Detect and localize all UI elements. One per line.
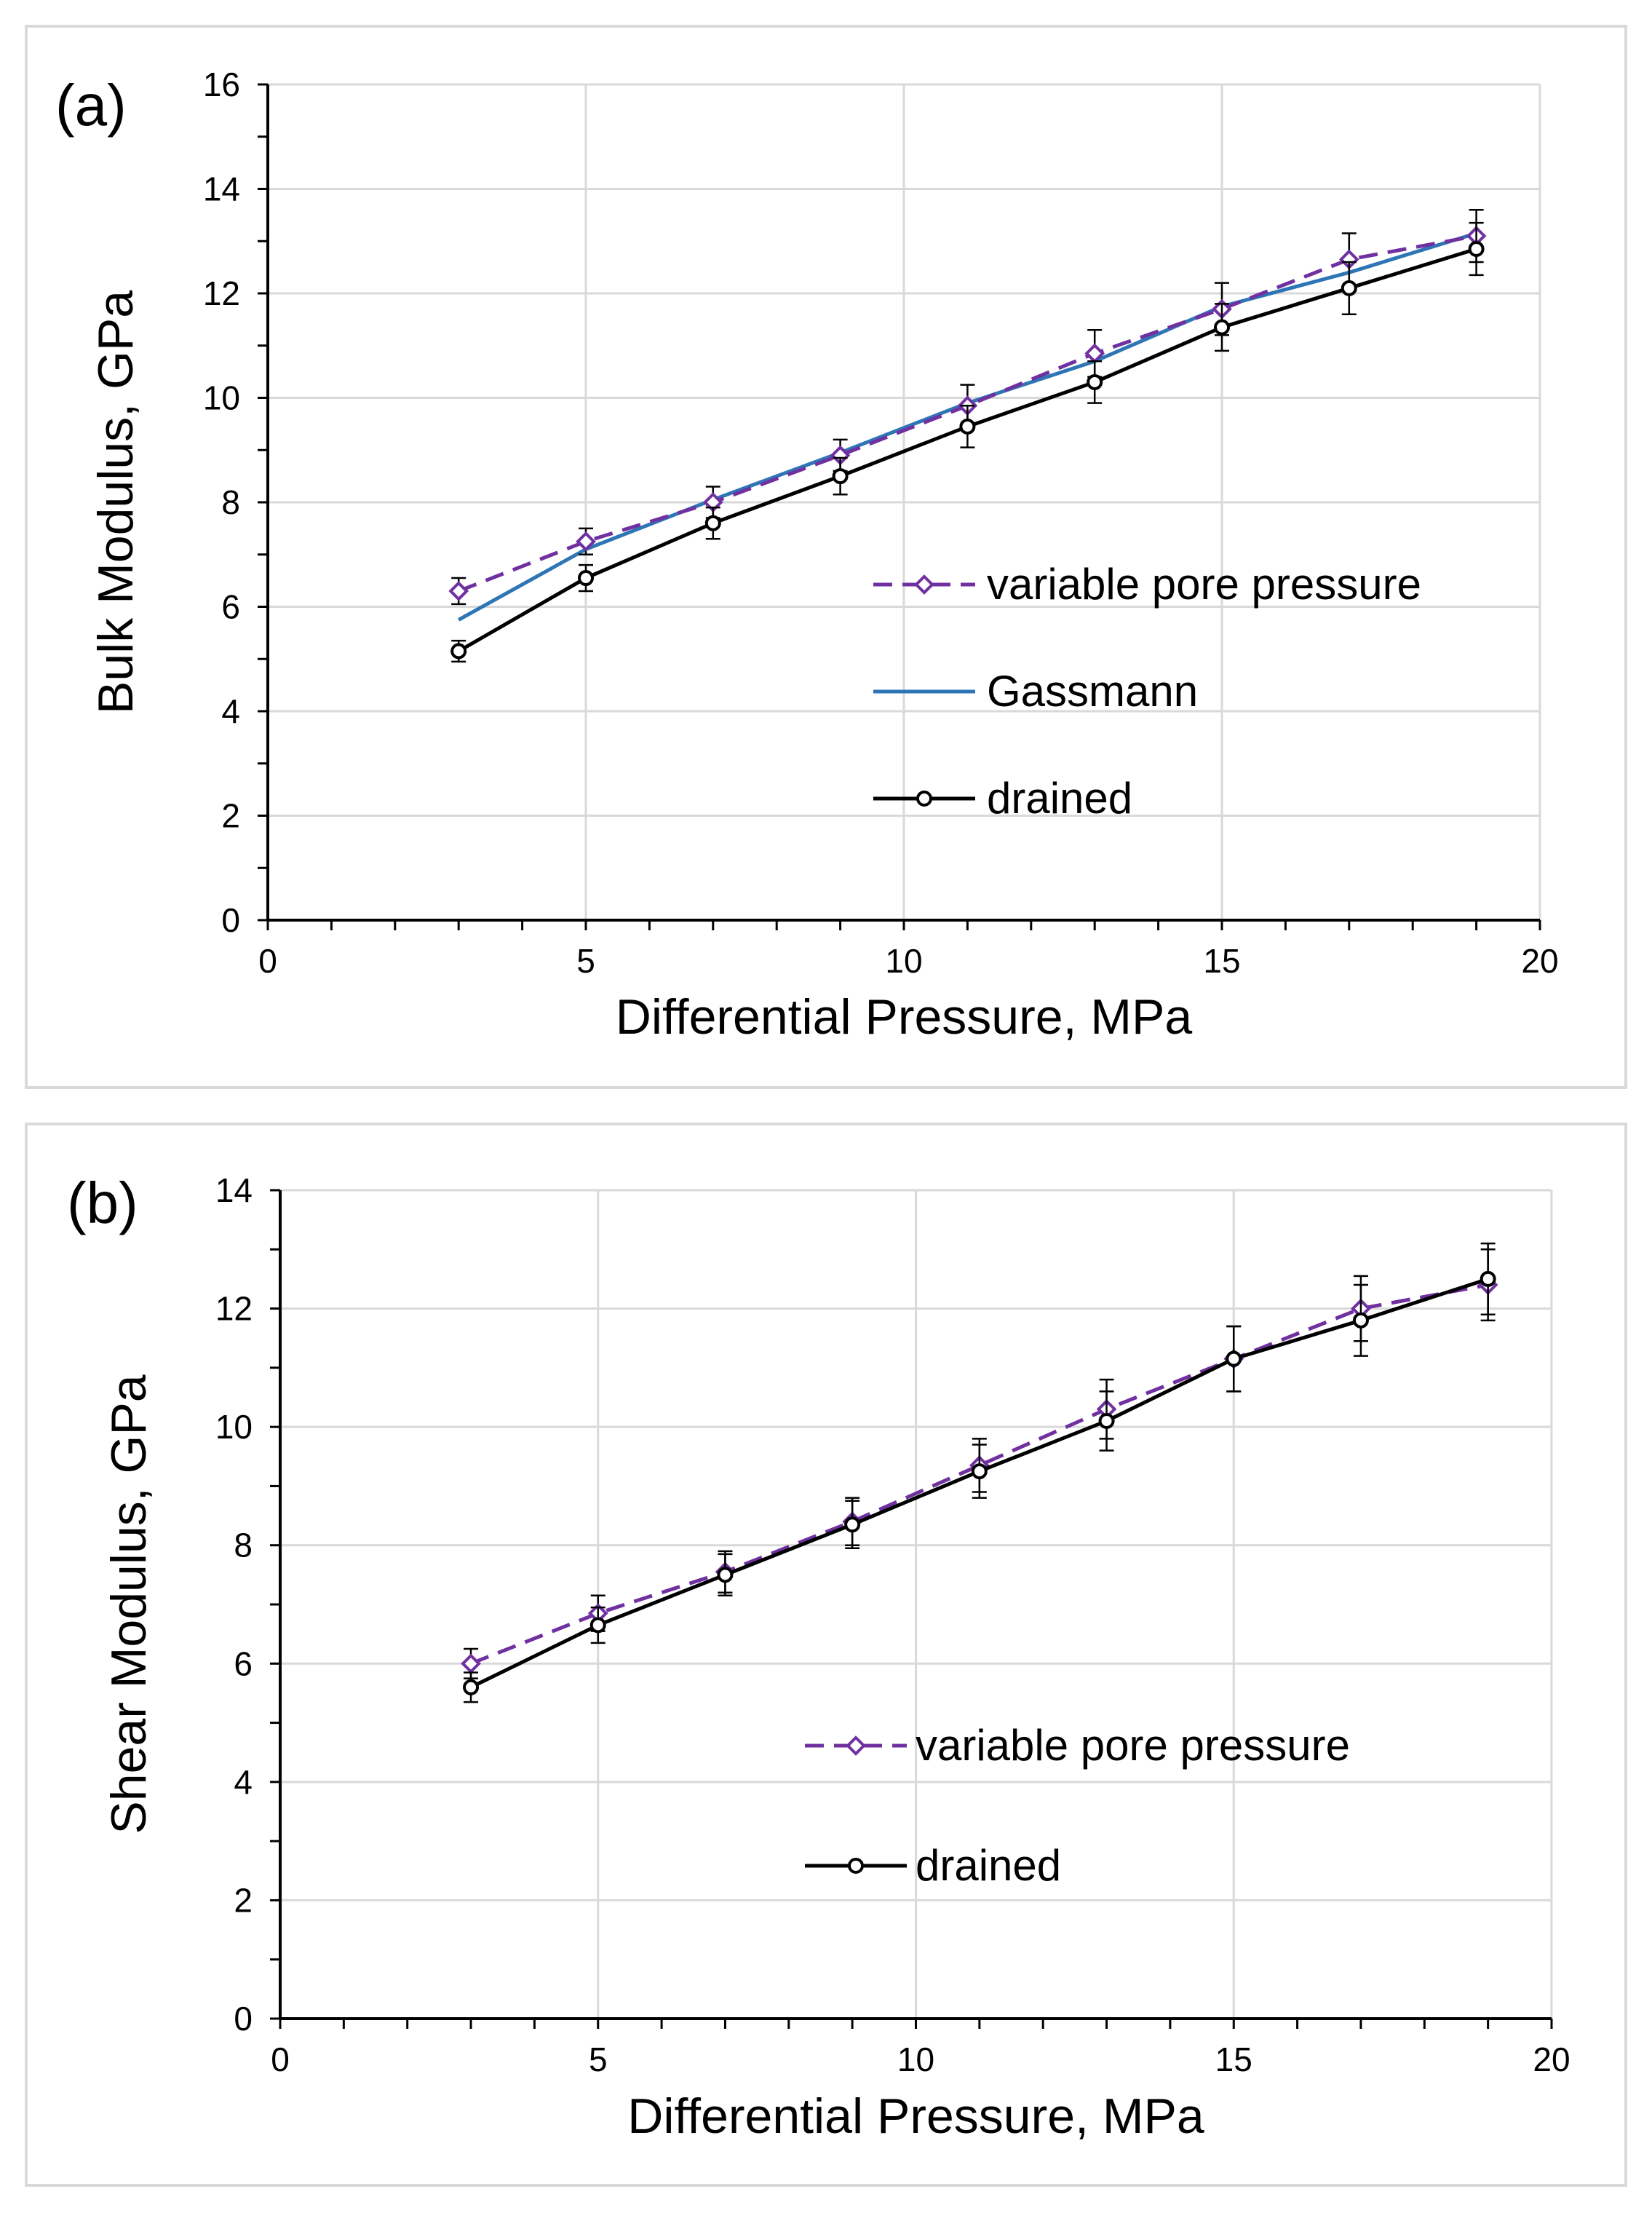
y-tick-label: 12: [203, 274, 240, 312]
y-tick-label: 4: [221, 692, 240, 730]
data-point: [971, 1463, 988, 1480]
y-tick-label: 0: [234, 2000, 253, 2038]
x-tick-label: 15: [1203, 942, 1240, 980]
x-tick-label: 10: [885, 942, 922, 980]
data-point: [1226, 1350, 1242, 1367]
data-point: [589, 1617, 606, 1634]
y-tick-label: 14: [203, 170, 240, 208]
data-point: [448, 581, 469, 601]
data-point: [1480, 1270, 1496, 1287]
x-tick-label: 0: [258, 942, 277, 980]
legend-label: variable pore pressure: [987, 560, 1421, 609]
x-tick-label: 20: [1521, 942, 1558, 980]
panel-label: (a): [55, 73, 127, 138]
legend-marker: [916, 791, 932, 807]
data-point: [1341, 280, 1357, 296]
legend-marker: [846, 1735, 866, 1756]
y-tick-label: 14: [215, 1171, 253, 1209]
y-tick-label: 8: [234, 1527, 253, 1564]
x-axis-label: Differential Pressure, MPa: [627, 2089, 1204, 2144]
legend-marker: [848, 1858, 864, 1874]
series-drained: [463, 1242, 1496, 1703]
panel-b-frame: [25, 1123, 1627, 2187]
legend-label: drained: [916, 1841, 1061, 1890]
x-axis-label: Differential Pressure, MPa: [616, 989, 1193, 1045]
series-line: [470, 1283, 1489, 1666]
legend-label: Gassmann: [987, 667, 1198, 716]
x-tick-label: 5: [589, 2040, 608, 2078]
data-point: [832, 468, 849, 485]
legend-marker: [914, 574, 934, 595]
panel-a-frame: [25, 25, 1627, 1089]
y-tick-label: 10: [215, 1408, 253, 1446]
x-tick-label: 10: [897, 2040, 934, 2078]
data-point: [959, 418, 976, 435]
x-tick-label: 15: [1215, 2040, 1252, 2078]
data-point: [1087, 373, 1103, 390]
panel-label: (b): [67, 1171, 138, 1235]
y-tick-label: 0: [221, 901, 240, 939]
legend-entry: drained: [873, 774, 1132, 823]
panel-a-chart: 0 5 10 15 20 0 2 4 6 8 10 12 14 16 Differential Pressu…: [55, 66, 1559, 1045]
data-point: [578, 570, 594, 587]
legend-entry: Gassmann: [873, 667, 1198, 716]
data-point: [704, 515, 721, 531]
legend-label: drained: [987, 774, 1132, 823]
x-tick-label: 0: [271, 2040, 290, 2078]
data-point: [1214, 319, 1230, 336]
legend-label: variable pore pressure: [916, 1721, 1350, 1770]
y-tick-label: 2: [234, 1881, 253, 1919]
panel-b-chart: 0 5 10 15 20 0 2 4 6 8 10 12 14 Differential Pressure…: [67, 1171, 1570, 2144]
legend-entry: variable pore pressure: [873, 560, 1421, 609]
y-tick-label: 8: [221, 483, 240, 521]
series-drained: [450, 221, 1485, 663]
y-tick-label: 4: [234, 1763, 253, 1801]
data-point: [450, 643, 467, 660]
y-tick-label: 10: [203, 379, 240, 417]
y-tick-label: 2: [221, 797, 240, 835]
y-tick-label: 16: [203, 66, 240, 103]
data-point: [1098, 1413, 1115, 1430]
data-point: [463, 1679, 480, 1695]
data-point: [844, 1516, 861, 1533]
y-tick-label: 6: [221, 588, 240, 626]
data-point: [576, 531, 596, 552]
x-tick-label: 5: [576, 942, 595, 980]
y-tick-label: 6: [234, 1644, 253, 1682]
data-point: [1352, 1312, 1369, 1329]
legend-entry: drained: [805, 1841, 1061, 1890]
data-point: [1468, 241, 1485, 258]
y-axis-label: Shear Modulus, GPa: [101, 1374, 156, 1834]
y-axis-label: Bulk Modulus, GPa: [88, 290, 143, 714]
legend-entry: variable pore pressure: [805, 1721, 1350, 1770]
y-tick-label: 12: [215, 1290, 253, 1328]
x-tick-label: 20: [1533, 2040, 1570, 2078]
data-point: [717, 1567, 734, 1583]
